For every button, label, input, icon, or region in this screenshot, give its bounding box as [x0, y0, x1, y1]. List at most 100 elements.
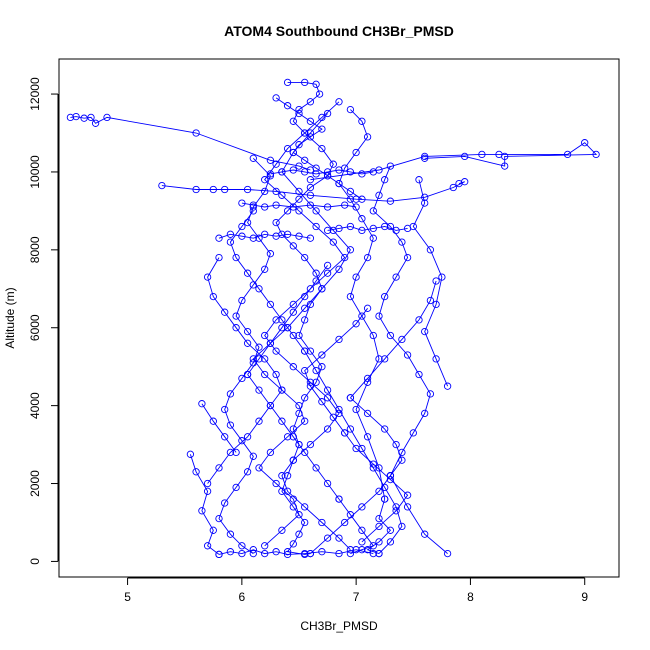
data-point — [249, 203, 257, 211]
data-point — [221, 308, 229, 316]
x-axis-label: CH3Br_PMSD — [300, 619, 378, 633]
data-point — [501, 152, 509, 161]
data-point — [283, 550, 292, 559]
data-point — [375, 355, 383, 363]
data-point — [283, 102, 292, 110]
series-line — [390, 475, 448, 554]
data-point — [301, 316, 309, 324]
data-point — [358, 503, 366, 511]
data-point — [278, 324, 286, 332]
data-point — [261, 549, 269, 558]
data-point — [295, 162, 303, 170]
data-point — [198, 507, 206, 515]
data-point — [421, 193, 429, 201]
series-line — [270, 169, 374, 175]
data-point — [249, 549, 257, 558]
data-point — [272, 316, 280, 324]
series-line — [310, 142, 598, 181]
data-point — [203, 487, 212, 495]
data-point — [255, 234, 263, 242]
data-point — [443, 382, 452, 390]
data-point — [375, 464, 383, 472]
data-point — [323, 172, 332, 180]
data-point — [403, 351, 412, 359]
data-point — [369, 464, 377, 472]
data-point — [346, 511, 355, 519]
data-point — [363, 409, 372, 418]
data-point — [306, 129, 315, 137]
data-point — [386, 197, 395, 205]
x-tick-label: 9 — [581, 590, 588, 604]
data-point — [352, 546, 360, 554]
data-point — [386, 526, 395, 534]
data-point — [289, 148, 297, 157]
data-point — [261, 203, 269, 211]
data-point — [312, 464, 320, 472]
data-point — [261, 265, 269, 273]
data-point — [283, 144, 292, 153]
data-point — [226, 230, 235, 238]
data-point — [301, 503, 309, 511]
data-point — [272, 347, 280, 355]
data-point — [289, 363, 297, 371]
data-point — [341, 429, 349, 437]
data-point — [421, 199, 429, 207]
data-point — [318, 518, 326, 527]
data-point — [232, 324, 240, 332]
data-point — [238, 232, 246, 240]
data-point — [329, 160, 337, 168]
data-point — [301, 129, 309, 137]
data-point — [215, 253, 223, 262]
data-point — [432, 277, 440, 285]
data-point — [249, 355, 257, 363]
data-point — [398, 335, 406, 344]
data-point — [238, 542, 246, 550]
data-point — [289, 540, 297, 548]
data-point — [301, 168, 309, 176]
series-line — [372, 165, 431, 476]
data-point — [238, 437, 246, 445]
data-point — [386, 222, 395, 231]
data-point — [289, 166, 297, 174]
data-point — [363, 133, 372, 141]
data-point — [272, 94, 280, 102]
data-point — [341, 253, 349, 262]
data-point — [421, 530, 429, 538]
data-point — [323, 479, 332, 488]
data-point — [312, 170, 320, 178]
data-point — [243, 339, 252, 347]
data-point — [426, 390, 435, 398]
data-point — [238, 222, 246, 231]
data-point — [369, 549, 377, 558]
data-point — [421, 152, 429, 161]
data-point — [203, 479, 212, 488]
data-point — [249, 207, 257, 215]
data-point — [323, 394, 332, 402]
data-point — [318, 125, 326, 133]
data-point — [198, 400, 206, 408]
data-point — [358, 170, 366, 178]
data-point — [403, 224, 412, 233]
data-point — [215, 234, 223, 242]
data-point — [375, 312, 383, 320]
data-point — [301, 518, 309, 527]
data-point — [232, 312, 240, 320]
data-point — [318, 363, 326, 371]
data-point — [283, 78, 292, 87]
data-point — [278, 472, 286, 480]
data-point — [381, 292, 389, 301]
data-point — [421, 409, 429, 418]
data-point — [306, 98, 315, 106]
data-point — [323, 425, 332, 433]
data-point — [215, 514, 223, 523]
data-point — [415, 370, 423, 379]
data-point — [403, 253, 412, 262]
data-point — [283, 207, 292, 215]
data-point — [426, 296, 435, 305]
data-point — [306, 285, 315, 293]
data-point — [323, 269, 332, 277]
data-point — [289, 300, 297, 309]
data-point — [346, 546, 355, 554]
data-point — [335, 335, 343, 344]
data-point — [358, 526, 366, 534]
